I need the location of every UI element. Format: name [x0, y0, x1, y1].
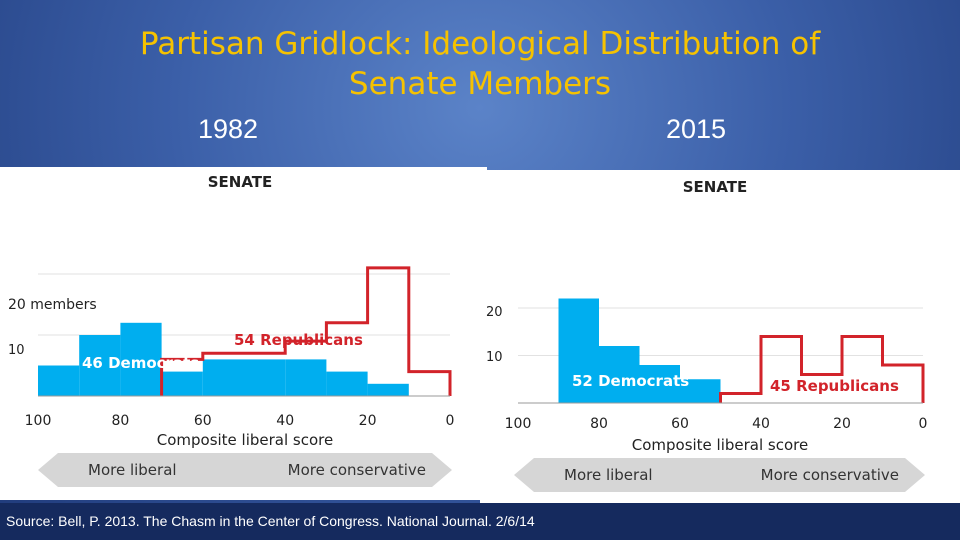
more-conservative-label: More conservative	[761, 466, 899, 484]
x-tick-label: 40	[276, 413, 294, 429]
democrat-bar	[558, 298, 599, 403]
republican-outline	[719, 335, 925, 403]
democrats-label: 46 Democrats	[82, 354, 199, 372]
x-tick-label: 60	[671, 416, 689, 432]
x-axis-label: Composite liberal score	[632, 436, 809, 454]
democrats-label: 52 Democrats	[572, 372, 689, 390]
republicans-label: 54 Republicans	[234, 331, 363, 349]
x-axis-label: Composite liberal score	[157, 431, 334, 449]
democrat-bar	[244, 359, 286, 396]
footer-bar	[0, 503, 960, 540]
x-tick-label: 60	[194, 413, 212, 429]
x-tick-label: 80	[590, 416, 608, 432]
more-conservative-label: More conservative	[288, 461, 426, 479]
panel-title: SENATE	[683, 178, 748, 196]
democrat-bar	[202, 359, 244, 396]
democrat-bar	[680, 379, 721, 403]
democrat-bar	[639, 365, 680, 403]
y-tick-label: 20	[486, 305, 503, 320]
chart-1982: SENATE 20 members 10 46 Democrats 54 Republi…	[8, 173, 455, 487]
democrat-bar	[367, 383, 409, 396]
republican-outline	[160, 266, 452, 396]
x-tick-label: 100	[505, 416, 532, 432]
democrat-bar	[326, 371, 368, 396]
x-tick-label: 40	[752, 416, 770, 432]
democrat-bar	[79, 335, 121, 396]
y-axis-label: 20 members	[8, 297, 97, 313]
more-liberal-label: More liberal	[88, 461, 177, 479]
title-line-1: Partisan Gridlock: Ideological Distribut…	[139, 26, 821, 62]
chart-panel-1982: SENATE 20 members 10 46 Democrats 54 Republi…	[0, 167, 487, 500]
x-tick-label: 20	[359, 413, 377, 429]
democrat-bar	[38, 365, 80, 396]
year-label-1982: 1982	[198, 114, 259, 144]
direction-arrow	[514, 458, 925, 492]
chart-2015: SENATE 20 10 52 Democrats 45 Republicans 100 8…	[486, 178, 928, 492]
y-tick-label: 10	[8, 343, 25, 358]
panel-title: SENATE	[208, 173, 273, 191]
chart-panel-2015: SENATE 20 10 52 Democrats 45 Republicans 100 8…	[480, 170, 960, 503]
democrat-bar	[120, 322, 162, 396]
source-citation: Source: Bell, P. 2013. The Chasm in the …	[6, 513, 535, 529]
democrat-bar	[161, 371, 203, 396]
y-tick-label: 10	[486, 350, 503, 365]
democrat-bar	[285, 359, 327, 396]
democrat-bar	[599, 346, 640, 403]
x-tick-label: 100	[25, 413, 52, 429]
title-line-2: Senate Members	[348, 66, 612, 102]
republicans-label: 45 Republicans	[770, 377, 899, 395]
x-tick-label: 0	[919, 416, 928, 432]
year-label-2015: 2015	[666, 114, 727, 144]
x-tick-label: 80	[111, 413, 129, 429]
more-liberal-label: More liberal	[564, 466, 653, 484]
x-tick-label: 20	[833, 416, 851, 432]
x-tick-label: 0	[446, 413, 455, 429]
direction-arrow	[38, 453, 452, 487]
slide-title: Partisan Gridlock: Ideological Distribut…	[60, 24, 900, 104]
